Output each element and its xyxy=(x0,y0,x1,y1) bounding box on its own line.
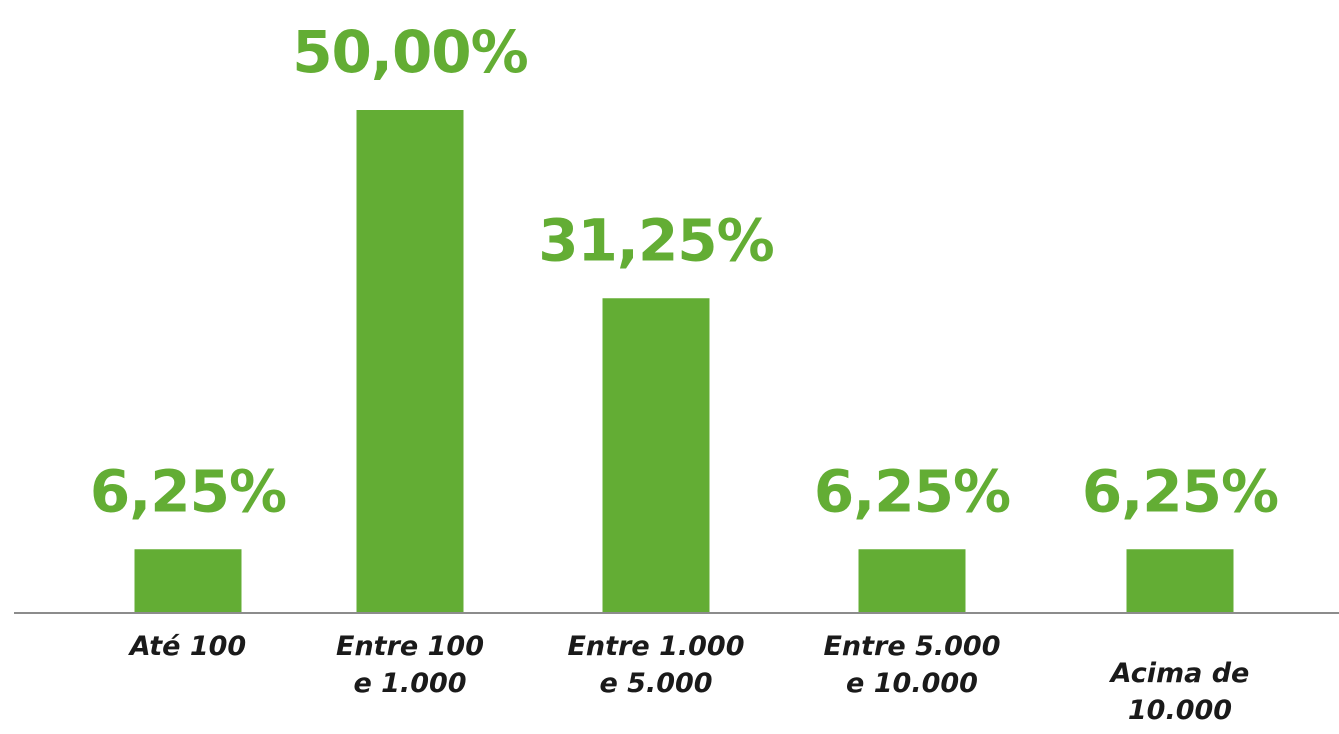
category-label-1: Entre 100 e 1.000 xyxy=(336,631,484,699)
value-label-0: 6,25% xyxy=(90,457,286,525)
value-labels-group: 6,25% 50,00% 31,25% 6,25% 6,25% xyxy=(90,18,1279,525)
category-label-0: Até 100 xyxy=(128,631,246,662)
value-label-2: 31,25% xyxy=(538,206,774,274)
value-label-1: 50,00% xyxy=(292,18,528,86)
category-label-line: Até 100 xyxy=(128,631,246,662)
category-label-4: Acima de 10.000 xyxy=(1109,658,1250,726)
category-label-2: Entre 1.000 e 5.000 xyxy=(567,631,744,699)
category-label-line: Entre 5.000 xyxy=(823,631,1000,662)
category-label-3: Entre 5.000 e 10.000 xyxy=(823,631,1000,699)
bar-2 xyxy=(602,298,710,612)
bar-4 xyxy=(1126,549,1234,612)
bars-group xyxy=(134,110,1234,612)
bar-0 xyxy=(134,549,242,612)
category-labels-group: Até 100 Entre 100 e 1.000 Entre 1.000 e 5.00… xyxy=(128,631,1250,726)
category-label-line: Acima de xyxy=(1109,658,1250,689)
value-label-4: 6,25% xyxy=(1082,457,1278,525)
bar-3 xyxy=(858,549,966,612)
category-label-line: 10.000 xyxy=(1128,695,1232,726)
category-label-line: Entre 100 xyxy=(336,631,484,662)
category-label-line: e 5.000 xyxy=(599,668,712,699)
category-label-line: Entre 1.000 xyxy=(567,631,744,662)
bar-1 xyxy=(356,110,464,612)
category-label-line: e 10.000 xyxy=(846,668,978,699)
category-label-line: e 1.000 xyxy=(353,668,466,699)
value-label-3: 6,25% xyxy=(814,457,1010,525)
